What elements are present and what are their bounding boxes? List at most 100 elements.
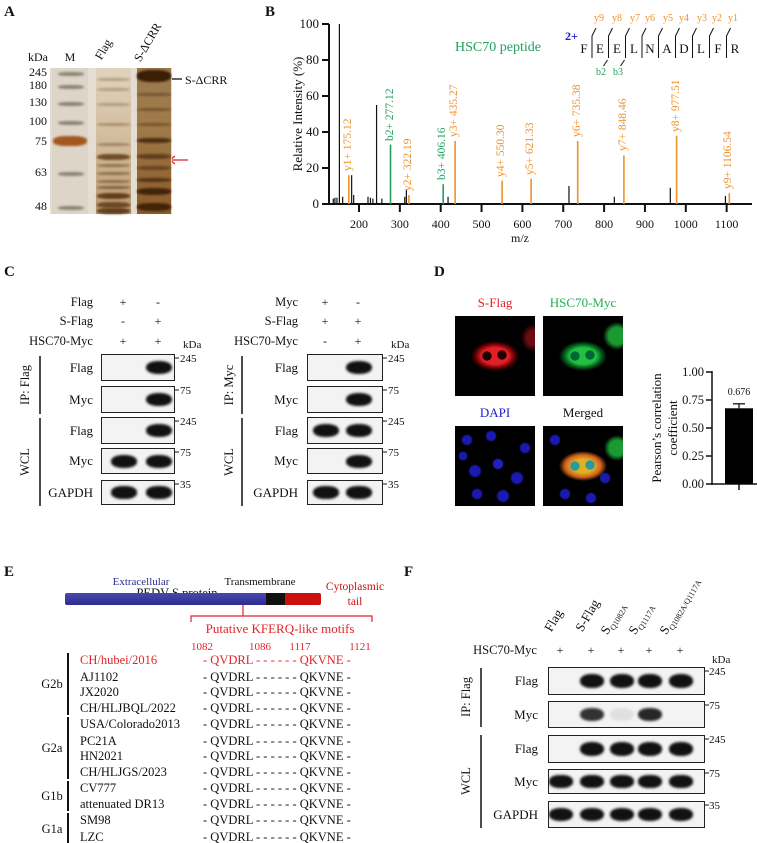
gel-band [137,70,171,82]
y-fragment-mark [726,27,731,58]
peptide-residue: L [697,41,705,56]
domain-label-transmembrane: Transmembrane [224,576,296,588]
marker-band [58,172,84,176]
genogroup-label: G2b [41,677,63,691]
blot-row-label: Myc [69,453,93,468]
micrograph-label: S-Flag [477,295,513,310]
bar-y-tick-label: 1.00 [682,365,704,379]
protein-band [346,392,372,407]
peptide-residue: L [630,41,638,56]
kda-marker: 245 [709,666,726,678]
y-fragment-mark [608,27,613,58]
y-tick-label: 100 [299,16,320,31]
y-ion-label: y4 [679,13,689,24]
gel-band [137,166,171,170]
condition-sign: - [156,295,160,309]
kda-marker: 245 [388,416,405,428]
condition-sign: + [676,643,684,657]
blot-row-label: Myc [514,706,538,722]
motif-sequence: - QVDRL - - - - - - QKVNE - [203,670,351,684]
panel-f-blot-myc [548,701,705,728]
peptide-residue: R [730,41,740,56]
gel-band [97,88,130,91]
peak-label: y8+ 977.51 [669,79,682,132]
kda-marker: 35 [388,479,399,491]
y-fragment-mark [591,27,597,58]
gel-band [137,138,171,143]
panel-label-d: D [434,264,445,280]
motif-sequence: - QVDRL - - - - - - QKVNE - [203,717,351,731]
y-ion-label: y9 [594,13,604,24]
panel-c-left-blot-myc [101,448,175,474]
kda-marker: 245 [388,353,405,365]
strain-name: SM98 [80,813,111,827]
peptide-title: HSC70 peptide [455,40,541,55]
domain-label-extracellular: Extracellular [112,576,170,588]
panel-c-left-blot-flag [101,417,175,444]
x-tick-label: 1000 [673,217,698,231]
condition-label: Myc [275,295,298,309]
strain-name: AJ1102 [80,670,119,684]
y-axis-title: Relative Intensity (%) [290,56,305,172]
motif-sequence: - QVDRL - - - - - - QKVNE - [203,749,351,763]
gel-band [137,108,171,111]
panel-c-left-blot-myc [101,386,175,413]
protein-band [146,392,172,407]
panel-c-right-blot-gapdh [307,480,383,505]
protein-band [638,807,662,822]
blot-row-label: Flag [69,359,93,375]
panel-label-a: A [4,4,15,20]
y-tick-label: 60 [306,88,319,103]
gel-band [97,208,130,214]
y-tick-label: 40 [306,124,319,139]
micrograph-hsc70-myc [543,316,623,396]
peak-label: y7+ 848.46 [616,98,629,152]
gel-band [137,123,171,126]
protein-band [669,775,693,788]
gel-band [137,154,171,159]
y-tick-label: 80 [306,52,319,67]
motif-sequence: - QVDRL - - - - - - QKVNE - [203,781,351,795]
panel-label-b: B [265,4,276,20]
gel-band [97,202,130,208]
y-ion-label: y3 [697,13,707,24]
peak-label: y1+ 175.12 [341,118,354,172]
condition-sign: + [587,643,595,657]
y-fragment-mark [692,27,697,58]
protein-band [111,486,137,499]
strain-name: USA/Colorado2013 [80,717,180,731]
b-ion-label: b3 [613,67,623,78]
domain-label-cytoplasmic: Cytoplasmic [325,581,385,593]
marker-band [58,206,84,210]
kda-label: kDa [712,654,731,666]
marker-label: 245 [29,65,47,79]
charge-state: 2+ [565,29,578,43]
arrow-label-s-dcrr: S-ΔCRR [185,73,228,87]
panel-label-e: E [4,564,15,580]
group-label-ip: IP: Flag [18,365,32,405]
protein-band [669,742,693,756]
y-fragment-mark [675,27,680,58]
gel-band [97,186,130,189]
condition-sign: + [321,314,329,328]
peptide-residue: A [662,41,672,56]
micrograph-merged [543,426,623,506]
protein-band [346,454,372,468]
y-ion-label: y7 [630,13,640,24]
condition-sign: - [121,314,125,328]
bar-y-title-line1: Pearson’s correlation [649,373,664,483]
protein-band [638,775,662,788]
marker-band [58,102,84,106]
marker-label: 100 [29,114,47,128]
blot-row-label: Flag [514,673,538,688]
motif-position: 1117 [289,641,311,653]
protein-band [580,674,604,688]
panel-c-right-blot-flag [307,354,383,381]
blot-row-label: Myc [274,453,298,468]
bar-y-tick-label: 0.75 [682,393,704,407]
peak-label: y6+ 735.38 [570,84,583,138]
protein-band [610,674,634,688]
silver-stain-gel [50,68,172,214]
